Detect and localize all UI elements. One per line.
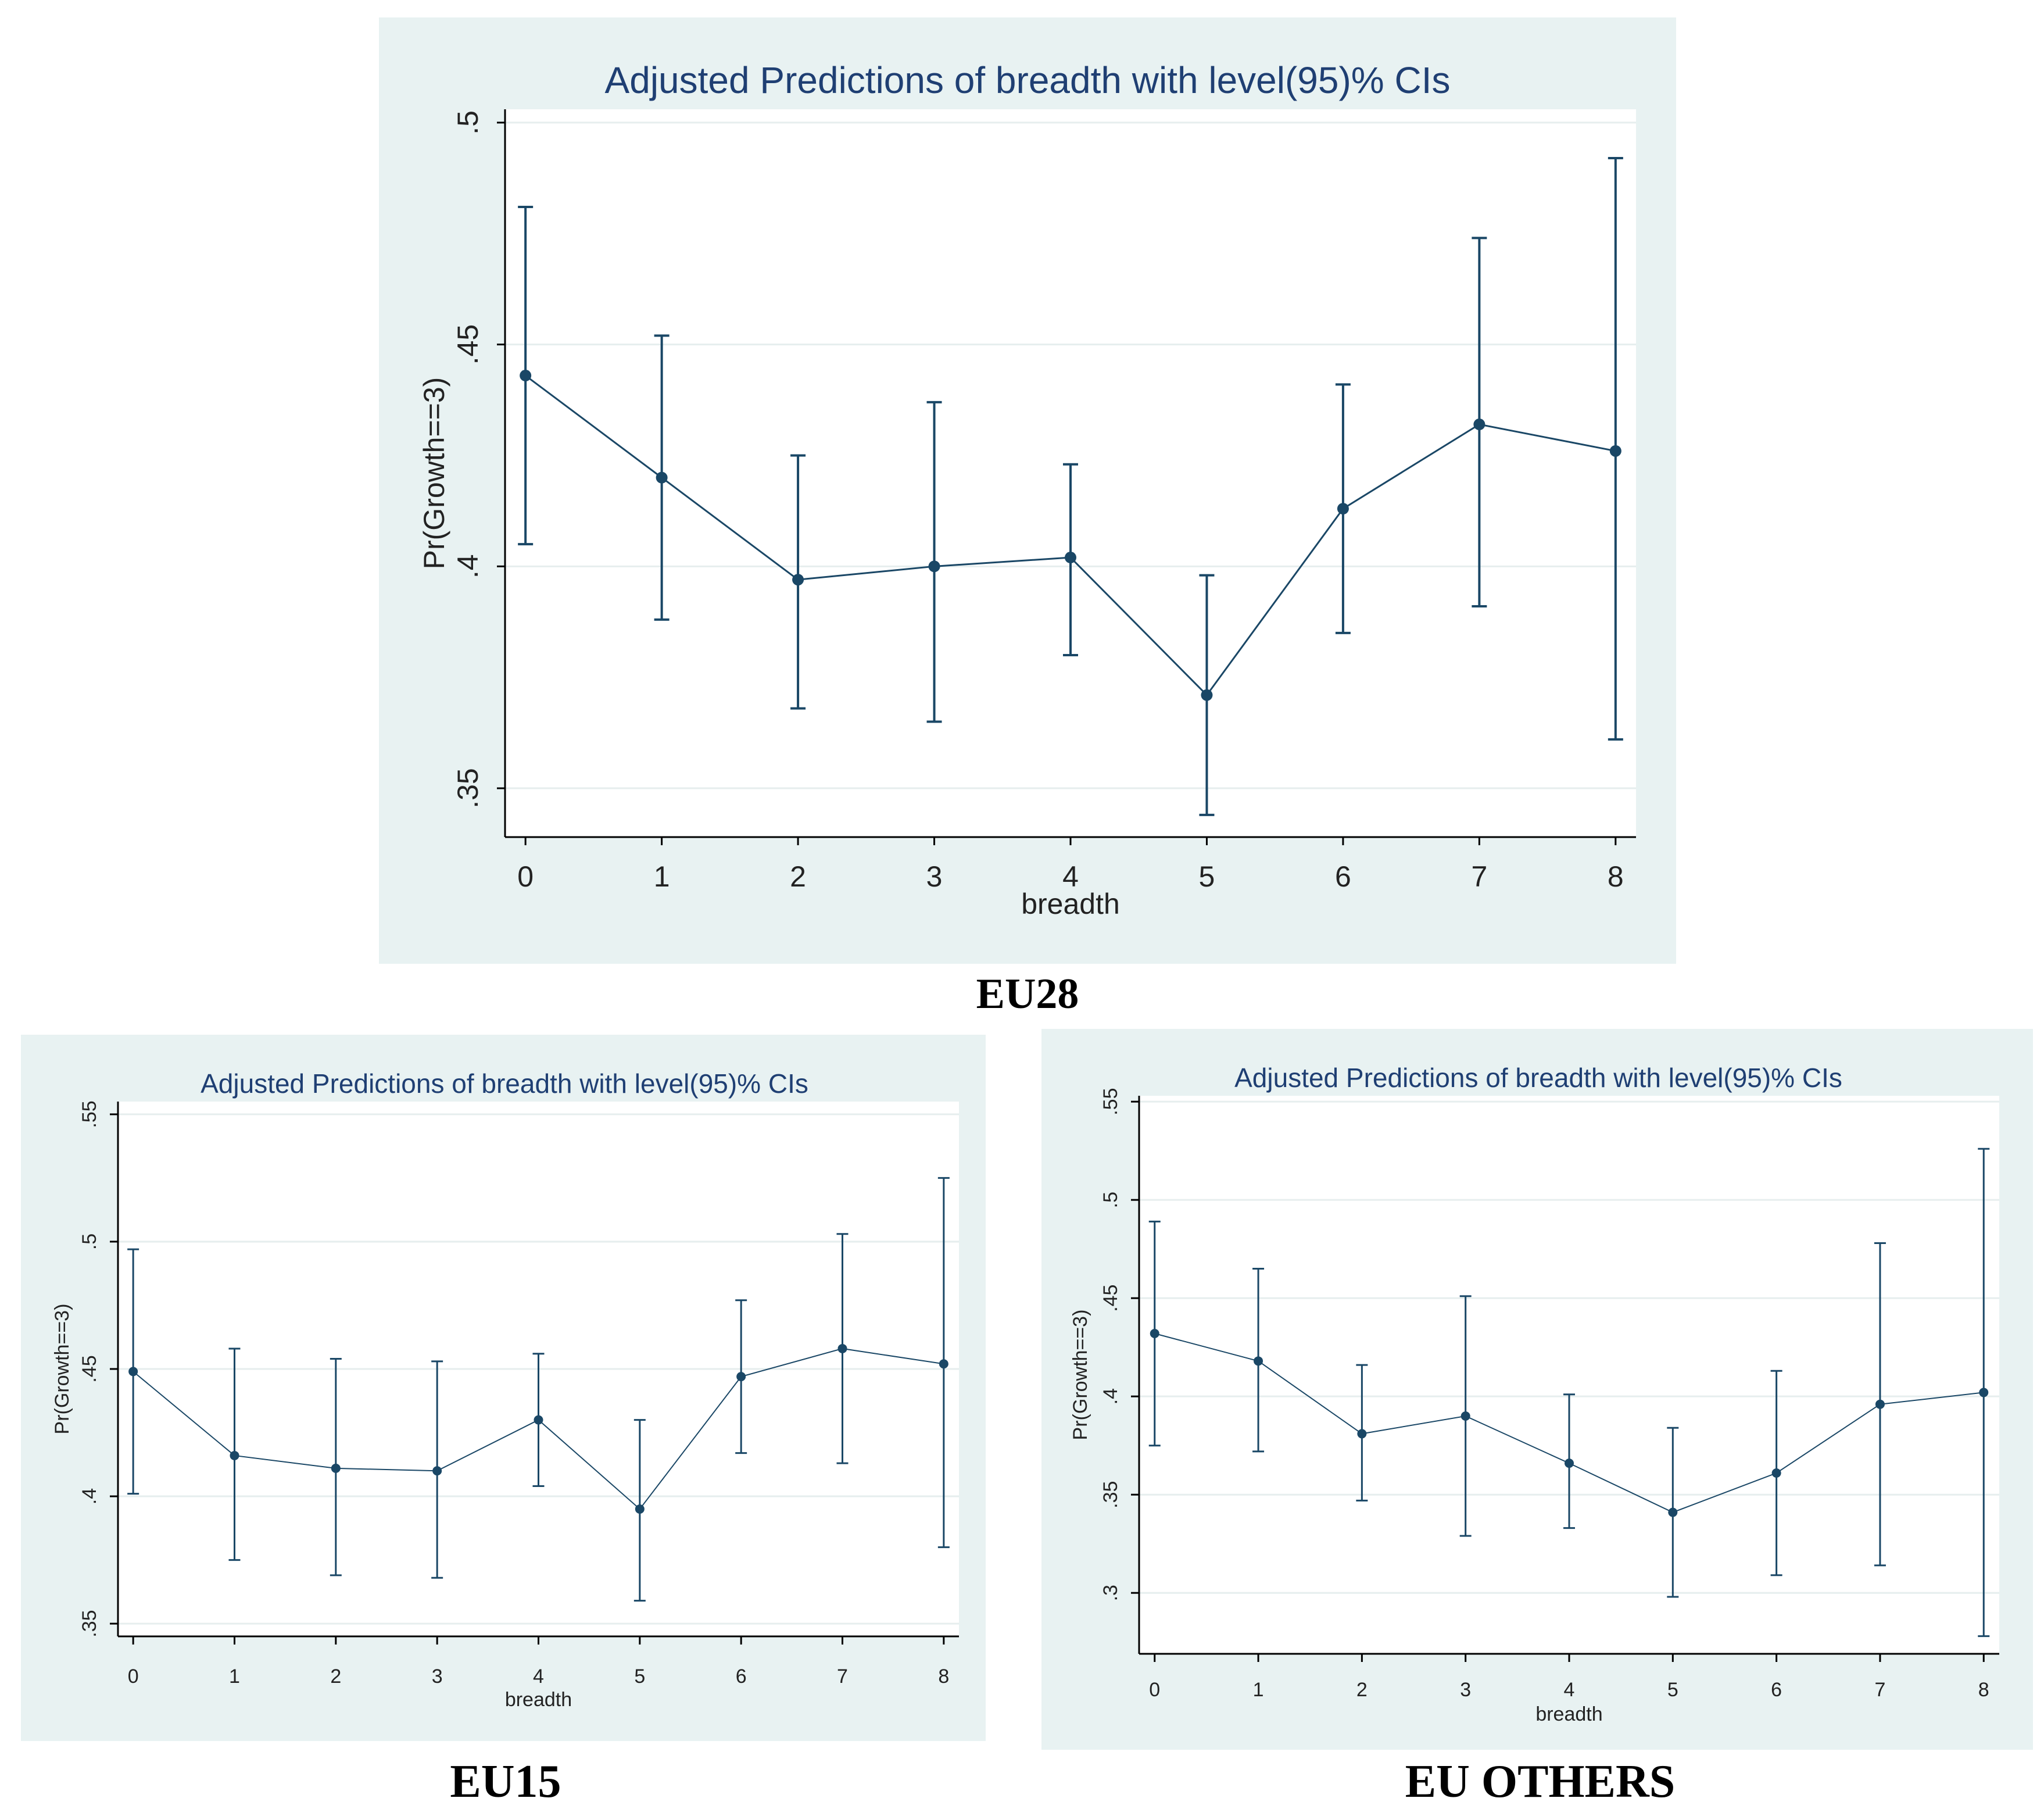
eu15-x-axis-label: breadth [505, 1689, 572, 1711]
eu28-data-point [1201, 689, 1213, 701]
eu_others-x-tick-label: 6 [1771, 1679, 1782, 1701]
eu15-x-tick-label: 2 [330, 1665, 341, 1688]
eu15-data-point [736, 1372, 746, 1382]
eu28-x-tick-label: 0 [517, 860, 534, 893]
eu_others-x-axis-label: breadth [1535, 1703, 1602, 1725]
eu15-x-tick-label: 3 [432, 1665, 443, 1688]
eu15-x-tick-label: 6 [736, 1665, 747, 1688]
eu15-x-tick-label: 4 [533, 1665, 544, 1688]
eu-others-caption: EU OTHERS [1405, 1756, 1676, 1807]
eu28-data-point [520, 370, 532, 382]
eu28-caption: EU28 [976, 970, 1079, 1018]
eu_others-chart: .3 .35 .4 .45 .5 .55 0 1 2 3 4 5 6 7 8 breadth Pr(Growth… [1069, 1063, 1999, 1725]
eu28-y-tick-label: .35 [452, 768, 484, 809]
eu_others-x-tick-label: 4 [1564, 1679, 1575, 1701]
eu28-x-tick-label: 3 [926, 860, 943, 893]
eu15-data-point [534, 1415, 543, 1425]
eu28-data-point [928, 560, 940, 573]
eu15-data-point [230, 1450, 239, 1460]
eu15-x-tick-label: 7 [837, 1665, 848, 1688]
eu28-x-tick-label: 2 [790, 860, 806, 893]
eu_others-data-point [1668, 1507, 1678, 1517]
eu_others-x-tick-label: 3 [1460, 1679, 1471, 1701]
eu_others-x-tick-label: 5 [1667, 1679, 1678, 1701]
eu28-y-tick-label: .45 [452, 324, 484, 365]
eu15-x-tick-label: 1 [229, 1665, 240, 1688]
eu28-data-point [1065, 552, 1076, 564]
eu15-chart: .35 .4 .45 .5 .55 0 1 2 3 4 5 6 7 8 breadth Pr(Growth==… [51, 1068, 959, 1711]
eu28-data-point [1337, 503, 1349, 515]
eu15-x-tick-label: 8 [938, 1665, 949, 1688]
eu_others-data-point [1565, 1458, 1574, 1468]
eu_others-y-tick-label: .4 [1100, 1388, 1122, 1404]
eu28-x-tick-label: 8 [1608, 860, 1624, 893]
eu_others-y-tick-label: .45 [1100, 1285, 1122, 1312]
eu28-x-tick-label: 5 [1199, 860, 1215, 893]
eu28-x-axis-label: breadth [1021, 888, 1120, 920]
eu28-x-tick-label: 4 [1062, 860, 1079, 893]
eu15-data-point [331, 1463, 341, 1473]
eu15-y-tick-label: .45 [78, 1355, 101, 1382]
eu_others-plot-area [1139, 1096, 1999, 1654]
eu15-y-axis-label: Pr(Growth==3) [51, 1304, 73, 1435]
eu28-data-point [792, 574, 804, 586]
eu15-y-tick-label: .5 [78, 1234, 101, 1250]
eu15-data-point [939, 1359, 948, 1369]
eu_others-data-point [1254, 1356, 1263, 1366]
eu28-y-tick-label: .5 [452, 110, 484, 135]
eu15-x-tick-label: 5 [634, 1665, 645, 1688]
eu28-x-tick-label: 6 [1335, 860, 1351, 893]
eu28-y-tick-label: .4 [452, 554, 484, 578]
eu15-data-point [837, 1343, 847, 1353]
eu15-y-tick-label: .35 [78, 1610, 101, 1637]
eu28-x-tick-label: 1 [654, 860, 670, 893]
eu_others-y-tick-label: .3 [1100, 1585, 1122, 1601]
eu_others-x-tick-label: 7 [1874, 1679, 1885, 1701]
eu15-data-point [635, 1504, 645, 1514]
eu_others-y-tick-label: .35 [1100, 1481, 1122, 1508]
eu15-data-point [432, 1466, 442, 1476]
eu_others-data-point [1150, 1329, 1159, 1339]
eu15-data-point [128, 1367, 138, 1377]
eu28-y-axis-label: Pr(Growth==3) [418, 377, 450, 570]
eu15-x-tick-label: 0 [128, 1665, 139, 1688]
eu15-y-tick-label: .55 [78, 1100, 101, 1128]
eu_others-y-tick-label: .5 [1100, 1192, 1122, 1208]
eu28-data-point [1473, 419, 1485, 431]
eu_others-x-tick-label: 2 [1356, 1679, 1368, 1701]
eu15-chart-title: Adjusted Predictions of breadth with lev… [201, 1068, 808, 1099]
eu_others-x-tick-label: 8 [1978, 1679, 1989, 1701]
eu_others-data-point [1357, 1429, 1367, 1439]
eu_others-y-tick-label: .55 [1100, 1088, 1122, 1116]
eu_others-data-point [1771, 1468, 1781, 1478]
eu_others-x-tick-label: 0 [1149, 1679, 1160, 1701]
eu_others-data-point [1979, 1388, 1989, 1397]
eu28-chart: .35 .4 .45 .5 0 1 2 3 4 5 6 7 8 breadth Pr(Growth==3) A… [418, 59, 1636, 920]
eu_others-data-point [1460, 1411, 1470, 1421]
eu28-data-point [656, 471, 668, 484]
eu15-caption: EU15 [450, 1756, 561, 1807]
eu_others-chart-title: Adjusted Predictions of breadth with lev… [1234, 1063, 1842, 1093]
eu28-data-point [1609, 445, 1621, 457]
eu_others-data-point [1875, 1399, 1885, 1409]
eu_others-y-axis-label: Pr(Growth==3) [1069, 1310, 1091, 1440]
eu_others-x-tick-label: 1 [1253, 1679, 1264, 1701]
eu28-x-tick-label: 7 [1471, 860, 1487, 893]
eu15-y-tick-label: .4 [78, 1488, 101, 1504]
eu28-chart-title: Adjusted Predictions of breadth with lev… [605, 59, 1451, 101]
